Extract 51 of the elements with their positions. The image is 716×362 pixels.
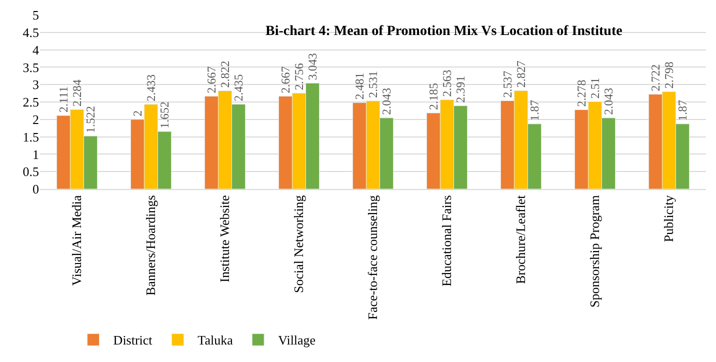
data-label: 2.284 [70,80,84,107]
y-tick-label: 2 [32,112,39,127]
data-label: 2.722 [648,64,662,92]
x-tick-label: Sponsorship Program [587,195,602,308]
y-tick-label: 0 [32,182,39,197]
data-label: 1.522 [84,106,98,134]
data-label: 2.667 [204,66,218,94]
data-label: 2.822 [218,60,232,88]
x-tick-label: Visual/Air Media [69,194,84,286]
data-label: 2.433 [144,74,158,102]
y-tick-label: 1.5 [22,129,39,144]
data-label: 2.531 [366,70,380,98]
y-tick-label: 0.5 [22,164,39,180]
y-tick-label: 3.5 [22,60,39,75]
data-label: 2.043 [380,88,394,115]
y-tick-label: 5 [32,8,39,23]
data-label: 2.827 [514,60,528,88]
x-tick-label: Educational Fairs [439,195,454,287]
y-tick-label: 1 [32,146,39,162]
data-label: 2 [130,110,144,116]
data-label: 2.111 [56,86,70,113]
x-tick-label: Publicity [661,194,676,242]
data-label: 2.185 [426,82,440,110]
text: Bi-chart 4: Mean of Promotion Mix Vs Location of Institute [266,24,622,40]
data-label: 2.481 [352,72,366,100]
legend-label: District [113,332,153,348]
x-tick-label: Social Networking [291,194,306,294]
y-tick-label: 3 [32,77,39,92]
data-label: 1.87 [676,100,690,121]
data-label: 2.278 [574,80,588,107]
x-tick-label: Banners/Hoardings [143,195,158,296]
y-tick-label: 2.5 [22,94,39,110]
data-label: 2.756 [292,63,306,90]
legend-label: Village [278,332,316,348]
data-label: 2.537 [500,70,514,98]
x-tick-label: Institute Website [217,194,232,282]
data-label: 2.563 [440,70,454,97]
legend-label: Taluka [198,332,234,348]
x-tick-label: Face-to-face counseling [365,194,380,320]
data-label: 2.043 [602,88,616,115]
data-label: 2.667 [278,66,292,94]
data-label: 2.51 [588,78,602,99]
x-tick-label: Brochure/Leaflet [513,194,528,284]
data-label: 2.435 [232,74,246,102]
data-label: 1.87 [528,100,542,121]
data-label: 2.391 [454,76,468,103]
data-label: 2.798 [662,62,676,89]
y-tick-label: 4.5 [22,24,39,40]
y-tick-label: 4 [32,42,40,58]
data-label: 3.043 [306,53,320,80]
data-label: 1.652 [158,102,172,129]
